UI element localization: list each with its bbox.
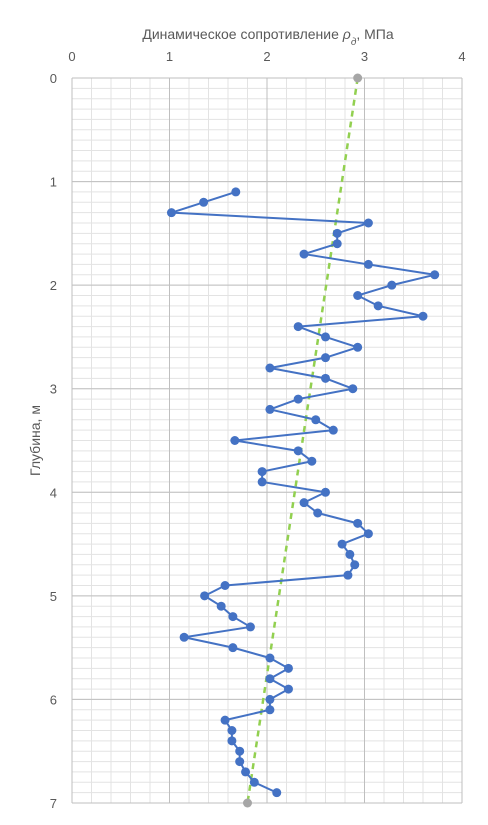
data-point	[373, 301, 383, 311]
y-tick-label: 5	[50, 589, 57, 604]
data-point	[231, 187, 241, 197]
data-point	[387, 280, 397, 290]
data-point	[293, 446, 303, 456]
data-point	[227, 736, 237, 746]
data-point	[332, 239, 342, 249]
x-tick-label: 0	[68, 49, 75, 64]
data-point	[363, 218, 373, 228]
data-point	[348, 384, 358, 394]
data-point	[313, 508, 323, 518]
y-tick-label: 1	[50, 175, 57, 190]
data-point	[265, 694, 275, 704]
data-point	[235, 757, 245, 767]
x-tick-label: 3	[361, 49, 368, 64]
data-point	[337, 539, 347, 549]
data-point	[299, 249, 309, 259]
x-tick-label: 4	[458, 49, 465, 64]
data-point	[353, 518, 363, 528]
data-point	[257, 467, 267, 477]
y-tick-label: 2	[50, 278, 57, 293]
trend-end-marker	[353, 73, 363, 83]
trend-line	[246, 77, 359, 804]
data-point	[345, 549, 355, 559]
data-point	[265, 404, 275, 414]
data-point	[245, 622, 255, 632]
data-point	[235, 746, 245, 756]
data-point	[200, 591, 210, 601]
data-point	[418, 311, 428, 321]
y-tick-label: 7	[50, 796, 57, 811]
trend-line-group	[243, 73, 363, 808]
data-point	[328, 425, 338, 435]
data-point	[241, 767, 251, 777]
data-point	[353, 291, 363, 300]
data-point	[220, 581, 230, 590]
x-tick-label: 1	[166, 49, 173, 64]
data-point	[430, 270, 440, 280]
y-tick-label: 6	[50, 692, 57, 707]
data-point	[350, 560, 360, 570]
data-point	[283, 663, 293, 673]
data-point	[321, 332, 330, 342]
data-point	[249, 777, 259, 787]
data-point	[283, 684, 293, 694]
data-point	[307, 456, 317, 466]
data-point	[311, 415, 321, 425]
data-point	[265, 674, 275, 684]
data-point	[353, 342, 363, 352]
data-point	[293, 322, 303, 332]
data-point	[332, 228, 342, 238]
data-point	[166, 208, 176, 218]
data-point	[265, 653, 275, 663]
data-point	[272, 788, 282, 798]
data-point	[321, 353, 330, 363]
x-axis-title: Динамическое сопротивление ρд, МПа	[142, 26, 393, 48]
data-point	[363, 529, 373, 539]
y-tick-label: 0	[50, 71, 57, 86]
data-point	[321, 373, 330, 383]
x-tick-labels: 0 1 2 3 4	[68, 49, 465, 64]
data-point	[227, 726, 237, 735]
data-point	[343, 570, 353, 580]
data-point	[220, 715, 230, 725]
data-point	[216, 601, 226, 611]
y-tick-label: 4	[50, 485, 57, 500]
data-point	[363, 259, 373, 269]
data-point	[293, 394, 303, 404]
data-point	[228, 612, 238, 622]
x-tick-label: 2	[263, 49, 270, 64]
data-point	[321, 487, 330, 497]
y-tick-labels: 0 1 2 3 4 5 6 7	[50, 71, 57, 811]
data-point	[228, 643, 238, 653]
data-point	[199, 197, 209, 207]
data-point	[265, 705, 275, 715]
data-point	[265, 363, 275, 373]
data-point	[257, 477, 267, 487]
data-series-group	[166, 187, 440, 798]
y-tick-label: 3	[50, 382, 57, 397]
data-point	[179, 632, 189, 642]
data-point	[230, 436, 240, 445]
data-point	[299, 498, 309, 508]
y-axis-title: Глубина, м	[27, 405, 43, 476]
trend-end-marker	[243, 798, 252, 808]
